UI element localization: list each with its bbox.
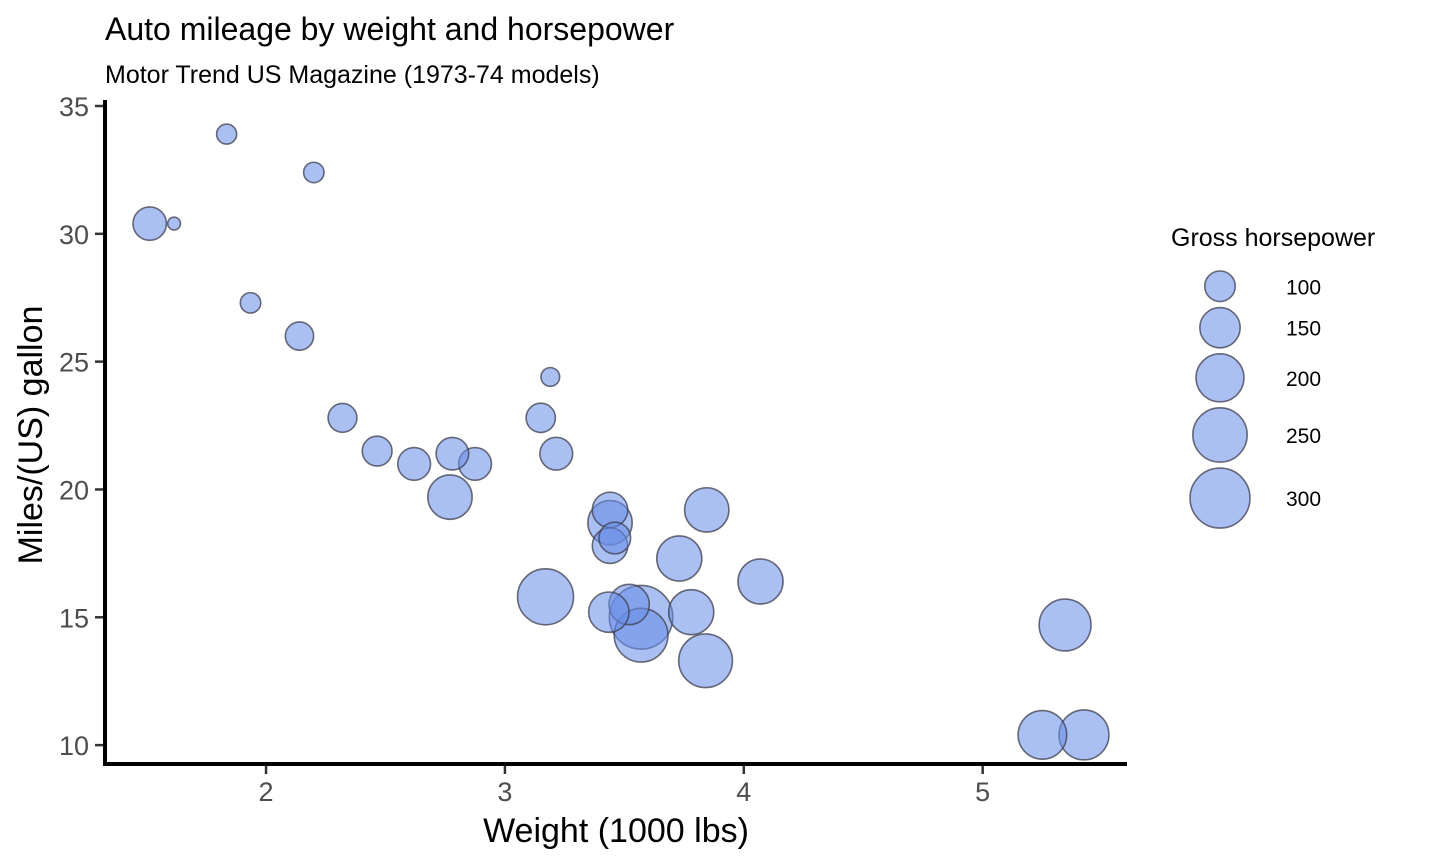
- data-point: [539, 436, 574, 471]
- data-point: [239, 291, 262, 314]
- legend-items: 100 150 200 250 300: [1189, 270, 1321, 529]
- data-point: [540, 366, 561, 388]
- data-point: [284, 321, 315, 352]
- y-tick-label: 10: [59, 731, 89, 761]
- chart-title: Auto mileage by weight and horsepower: [105, 11, 675, 47]
- y-tick-label: 35: [59, 92, 89, 122]
- data-point: [166, 216, 182, 231]
- x-tick-label: 5: [975, 777, 990, 807]
- data-point: [361, 435, 393, 467]
- y-tick-label: 15: [59, 603, 89, 633]
- data-point: [302, 161, 325, 184]
- data-point: [525, 402, 557, 434]
- data-point: [327, 402, 358, 434]
- points-layer: [132, 123, 1110, 761]
- legend-key-circle: [1203, 270, 1237, 303]
- x-ticks: 2 3 4 5: [259, 766, 990, 807]
- data-point: [667, 588, 715, 636]
- legend-label: 150: [1286, 318, 1321, 341]
- y-ticks: 10 15 20 25 30 35: [59, 92, 103, 761]
- chart-subtitle: Motor Trend US Magazine (1973-74 models): [105, 61, 600, 89]
- x-axis-title: Weight (1000 lbs): [483, 812, 749, 850]
- data-point: [1017, 709, 1068, 760]
- legend-label: 100: [1286, 276, 1321, 299]
- legend-label: 200: [1286, 368, 1321, 391]
- data-point: [677, 633, 734, 689]
- data-point: [215, 123, 238, 145]
- legend-label: 300: [1286, 488, 1321, 511]
- data-point: [516, 568, 575, 626]
- data-point: [655, 535, 703, 582]
- data-point: [683, 486, 730, 533]
- size-legend: Gross horsepower 100 150 200 250 300: [1171, 224, 1375, 529]
- legend-key-circle: [1189, 467, 1251, 529]
- y-tick-label: 20: [59, 475, 89, 505]
- y-axis-title: Miles/(US) gallon: [12, 306, 50, 565]
- y-tick-label: 30: [59, 220, 89, 250]
- data-point: [132, 206, 168, 242]
- x-tick-label: 4: [736, 777, 751, 807]
- data-point: [435, 436, 470, 471]
- legend-title: Gross horsepower: [1171, 224, 1375, 252]
- legend-key-circle: [1192, 406, 1248, 463]
- data-point: [587, 591, 630, 634]
- legend-label: 250: [1286, 425, 1321, 448]
- data-point: [396, 446, 432, 482]
- x-tick-label: 2: [259, 777, 274, 807]
- data-point: [427, 474, 473, 521]
- y-tick-label: 25: [59, 348, 89, 378]
- data-point: [598, 521, 632, 555]
- x-tick-label: 3: [497, 777, 512, 807]
- data-point: [737, 558, 784, 605]
- data-point: [1038, 598, 1092, 652]
- legend-key-circle: [1195, 353, 1245, 403]
- legend-key-circle: [1199, 306, 1241, 349]
